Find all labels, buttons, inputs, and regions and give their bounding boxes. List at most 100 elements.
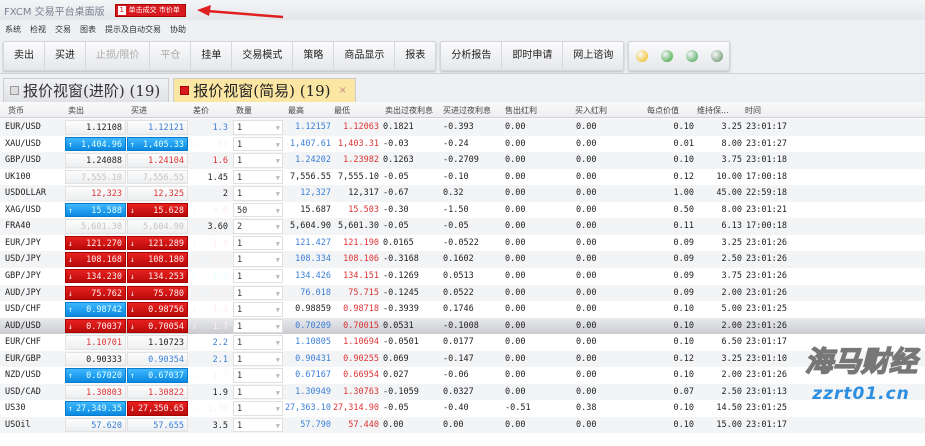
toolbar-button[interactable]: 止损/限价	[86, 42, 151, 70]
toolbar-button[interactable]: 网上谘询	[573, 50, 614, 61]
menu-item[interactable]: 提示及自动交易	[105, 24, 161, 34]
column-header[interactable]: 每点价值	[647, 106, 679, 115]
buy-price-button[interactable]: ↑ 1,405.33	[127, 136, 188, 152]
table-row[interactable]: EUR/GBP 0.90333 0.90354 2.1 1 ▼ 0.90431 0.90255…	[0, 350, 925, 368]
sell-price-button[interactable]: ↓ 121.270	[65, 235, 126, 251]
table-row[interactable]: USOil 57.620 57.655 3.5 1 ▼ 57.790 57.440 0.00 0.…	[0, 416, 925, 434]
column-header[interactable]: 买进过夜利息	[443, 106, 491, 115]
spread-cell[interactable]: 2.2	[212, 338, 228, 349]
buy-price-button[interactable]: 1.24104	[127, 153, 188, 168]
column-header[interactable]: 买入红利	[575, 106, 607, 115]
quantity-select[interactable]: 1 ▼	[233, 252, 283, 267]
buy-price-button[interactable]: 1.10723	[127, 335, 188, 350]
spread-cell[interactable]: ↓ 1.4	[189, 302, 232, 317]
sell-price-button[interactable]: 57.620	[65, 417, 126, 433]
sell-price-button[interactable]: 5,601.30	[65, 219, 126, 234]
spread-cell[interactable]: 3.5	[212, 420, 228, 431]
quantity-select[interactable]: 1 ▼	[233, 417, 283, 433]
quantity-select[interactable]: 1 ▼	[233, 318, 283, 334]
table-row[interactable]: XAU/USD ↑ 1,404.96 ↑ 1,405.33 ↓ 37 1 ▼ 1,407.61 1,…	[0, 136, 925, 153]
table-row[interactable]: NZD/USD ↑ 0.67020 ↑ 0.67037 ↓ 1.7 1 ▼ 0.67167 0.66…	[0, 367, 925, 384]
toolbar-button[interactable]: 报表	[405, 50, 426, 61]
sell-price-button[interactable]: 7,555.10	[65, 169, 126, 185]
toolbar-button[interactable]: 买进	[45, 42, 86, 70]
sell-price-button[interactable]: 1.10701	[65, 335, 126, 350]
spread-cell[interactable]: 1.9	[212, 387, 228, 398]
table-row[interactable]: EUR/USD 1.12108 1.12121 1.3 1 ▼ 1.12157 1.12063…	[0, 119, 925, 136]
spread-cell[interactable]: ↓ 1.7	[189, 368, 232, 383]
network-icon[interactable]	[704, 42, 729, 70]
quantity-select[interactable]: 1 ▼	[233, 368, 283, 383]
buy-price-button[interactable]: ↓ 0.70054	[127, 318, 188, 334]
sell-price-button[interactable]: ↑ 27,349.35	[65, 401, 126, 416]
sell-price-button[interactable]: 1.30803	[65, 384, 126, 400]
spread-cell[interactable]: ↓ 1.2	[189, 252, 232, 267]
refresh-icon[interactable]	[654, 42, 679, 70]
toolbar-button[interactable]: 商品显示	[334, 42, 396, 70]
column-header[interactable]: 时间	[745, 106, 761, 115]
column-header[interactable]: 数量	[236, 106, 252, 115]
buy-price-button[interactable]: 0.90354	[127, 351, 188, 367]
quantity-select[interactable]: 1 ▼	[233, 335, 283, 350]
spread-cell[interactable]: 2	[222, 189, 228, 200]
toolbar-button[interactable]: 卖出	[4, 42, 45, 70]
table-row[interactable]: EUR/CHF 1.10701 1.10723 2.2 1 ▼ 1.10805 1.10694…	[0, 334, 925, 351]
toolbar-button[interactable]: 分析报告	[441, 42, 503, 70]
spread-cell[interactable]: ↓ 37	[189, 137, 232, 152]
table-row[interactable]: USDOLLAR 12,323 12,325 2 1 ▼ 12,327 12,317 -0.67…	[0, 185, 925, 202]
quantity-select[interactable]: 1 ▼	[233, 235, 283, 251]
table-row[interactable]: GBP/JPY ↓ 134.230 ↓ 134.253 ↑ 2.3 1 ▼ 134.426 134.…	[0, 268, 925, 285]
sell-price-button[interactable]: 1.24088	[65, 153, 126, 168]
spread-cell[interactable]: 2.1	[212, 354, 228, 365]
sell-price-button[interactable]: ↑ 0.98742	[65, 302, 126, 317]
spread-cell[interactable]: ↓ 1.8	[189, 286, 232, 301]
buy-price-button[interactable]: ↓ 108.180	[127, 252, 188, 267]
spread-cell[interactable]: ↓ 1.30	[189, 401, 232, 416]
quantity-select[interactable]: 1 ▼	[233, 268, 283, 284]
quantity-select[interactable]: 1 ▼	[233, 169, 283, 185]
quantity-select[interactable]: 1 ▼	[233, 120, 283, 135]
buy-price-button[interactable]: ↑ 0.67037	[127, 368, 188, 383]
close-icon[interactable]: ×	[338, 85, 347, 96]
table-row[interactable]: USD/JPY ↓ 108.168 ↓ 108.180 ↓ 1.2 1 ▼ 108.334 108.…	[0, 251, 925, 268]
spread-cell[interactable]: 1.3	[212, 123, 228, 133]
sell-price-button[interactable]: ↓ 134.230	[65, 268, 126, 284]
sell-price-button[interactable]: ↓ 0.70037	[65, 318, 126, 334]
menu-item[interactable]: 图表	[80, 24, 96, 34]
menu-item[interactable]: 交易	[55, 24, 71, 34]
menu-item[interactable]: 检视	[30, 24, 46, 34]
table-row[interactable]: UK100 7,555.10 7,556.55 1.45 1 ▼ 7,556.55 7,555…	[0, 169, 925, 186]
quantity-select[interactable]: 50 ▼	[233, 202, 283, 218]
sell-price-button[interactable]: 12,323	[65, 186, 126, 201]
spread-cell[interactable]: 3.60	[207, 222, 228, 233]
sell-price-button[interactable]: ↓ 108.168	[65, 252, 126, 267]
table-row[interactable]: AUD/USD ↓ 0.70037 ↓ 0.70054 ↓ 1.7 1 ▼ 0.70209 0.70…	[0, 317, 925, 335]
table-row[interactable]: USD/CHF ↑ 0.98742 ↓ 0.98756 ↓ 1.4 1 ▼ 0.98859 0.98…	[0, 301, 925, 318]
spread-cell[interactable]: ↑ 2.3	[189, 269, 232, 284]
column-header[interactable]: 卖出	[68, 106, 84, 115]
clock-history-icon[interactable]	[679, 42, 704, 70]
toolbar-button[interactable]: 即时申请	[502, 42, 564, 70]
buy-price-button[interactable]: ↓ 15.628	[127, 202, 188, 218]
sell-price-button[interactable]: 1.12108	[65, 120, 126, 135]
tab-quote-window[interactable]: 报价视窗(进阶) (19)	[3, 78, 170, 102]
menu-item[interactable]: 协助	[170, 24, 186, 34]
buy-price-button[interactable]: ↓ 134.253	[127, 268, 188, 284]
spread-cell[interactable]: 1.6	[212, 156, 228, 167]
quantity-select[interactable]: 1 ▼	[233, 153, 283, 168]
sell-price-button[interactable]: 0.90333	[65, 351, 126, 367]
spread-cell[interactable]: ↓ 4.0	[189, 203, 232, 218]
buy-price-button[interactable]: 5,604.90	[127, 219, 188, 234]
buy-price-button[interactable]: 12,325	[127, 186, 188, 201]
table-row[interactable]: US30 ↑ 27,349.35 ↓ 27,350.65 ↓ 1.30 1 ▼ 27,363.10…	[0, 400, 925, 417]
sell-price-button[interactable]: ↑ 1,404.96	[65, 136, 126, 152]
quantity-select[interactable]: 1 ▼	[233, 186, 283, 201]
buy-price-button[interactable]: ↓ 121.289	[127, 235, 188, 251]
alarm-clock-icon[interactable]	[629, 42, 654, 70]
table-row[interactable]: EUR/JPY ↓ 121.270 ↓ 121.289 ↓ 1.9 1 ▼ 121.427 121.…	[0, 235, 925, 252]
column-header[interactable]: 卖出过夜利息	[385, 106, 433, 115]
quantity-select[interactable]: 2 ▼	[233, 219, 283, 234]
quantity-select[interactable]: 1 ▼	[233, 351, 283, 367]
table-row[interactable]: FRA40 5,601.30 5,604.90 3.60 2 ▼ 5,604.90 5,601…	[0, 218, 925, 235]
table-row[interactable]: XAG/USD ↑ 15.588 ↓ 15.628 ↓ 4.0 50 ▼ 15.687 15.503…	[0, 202, 925, 219]
